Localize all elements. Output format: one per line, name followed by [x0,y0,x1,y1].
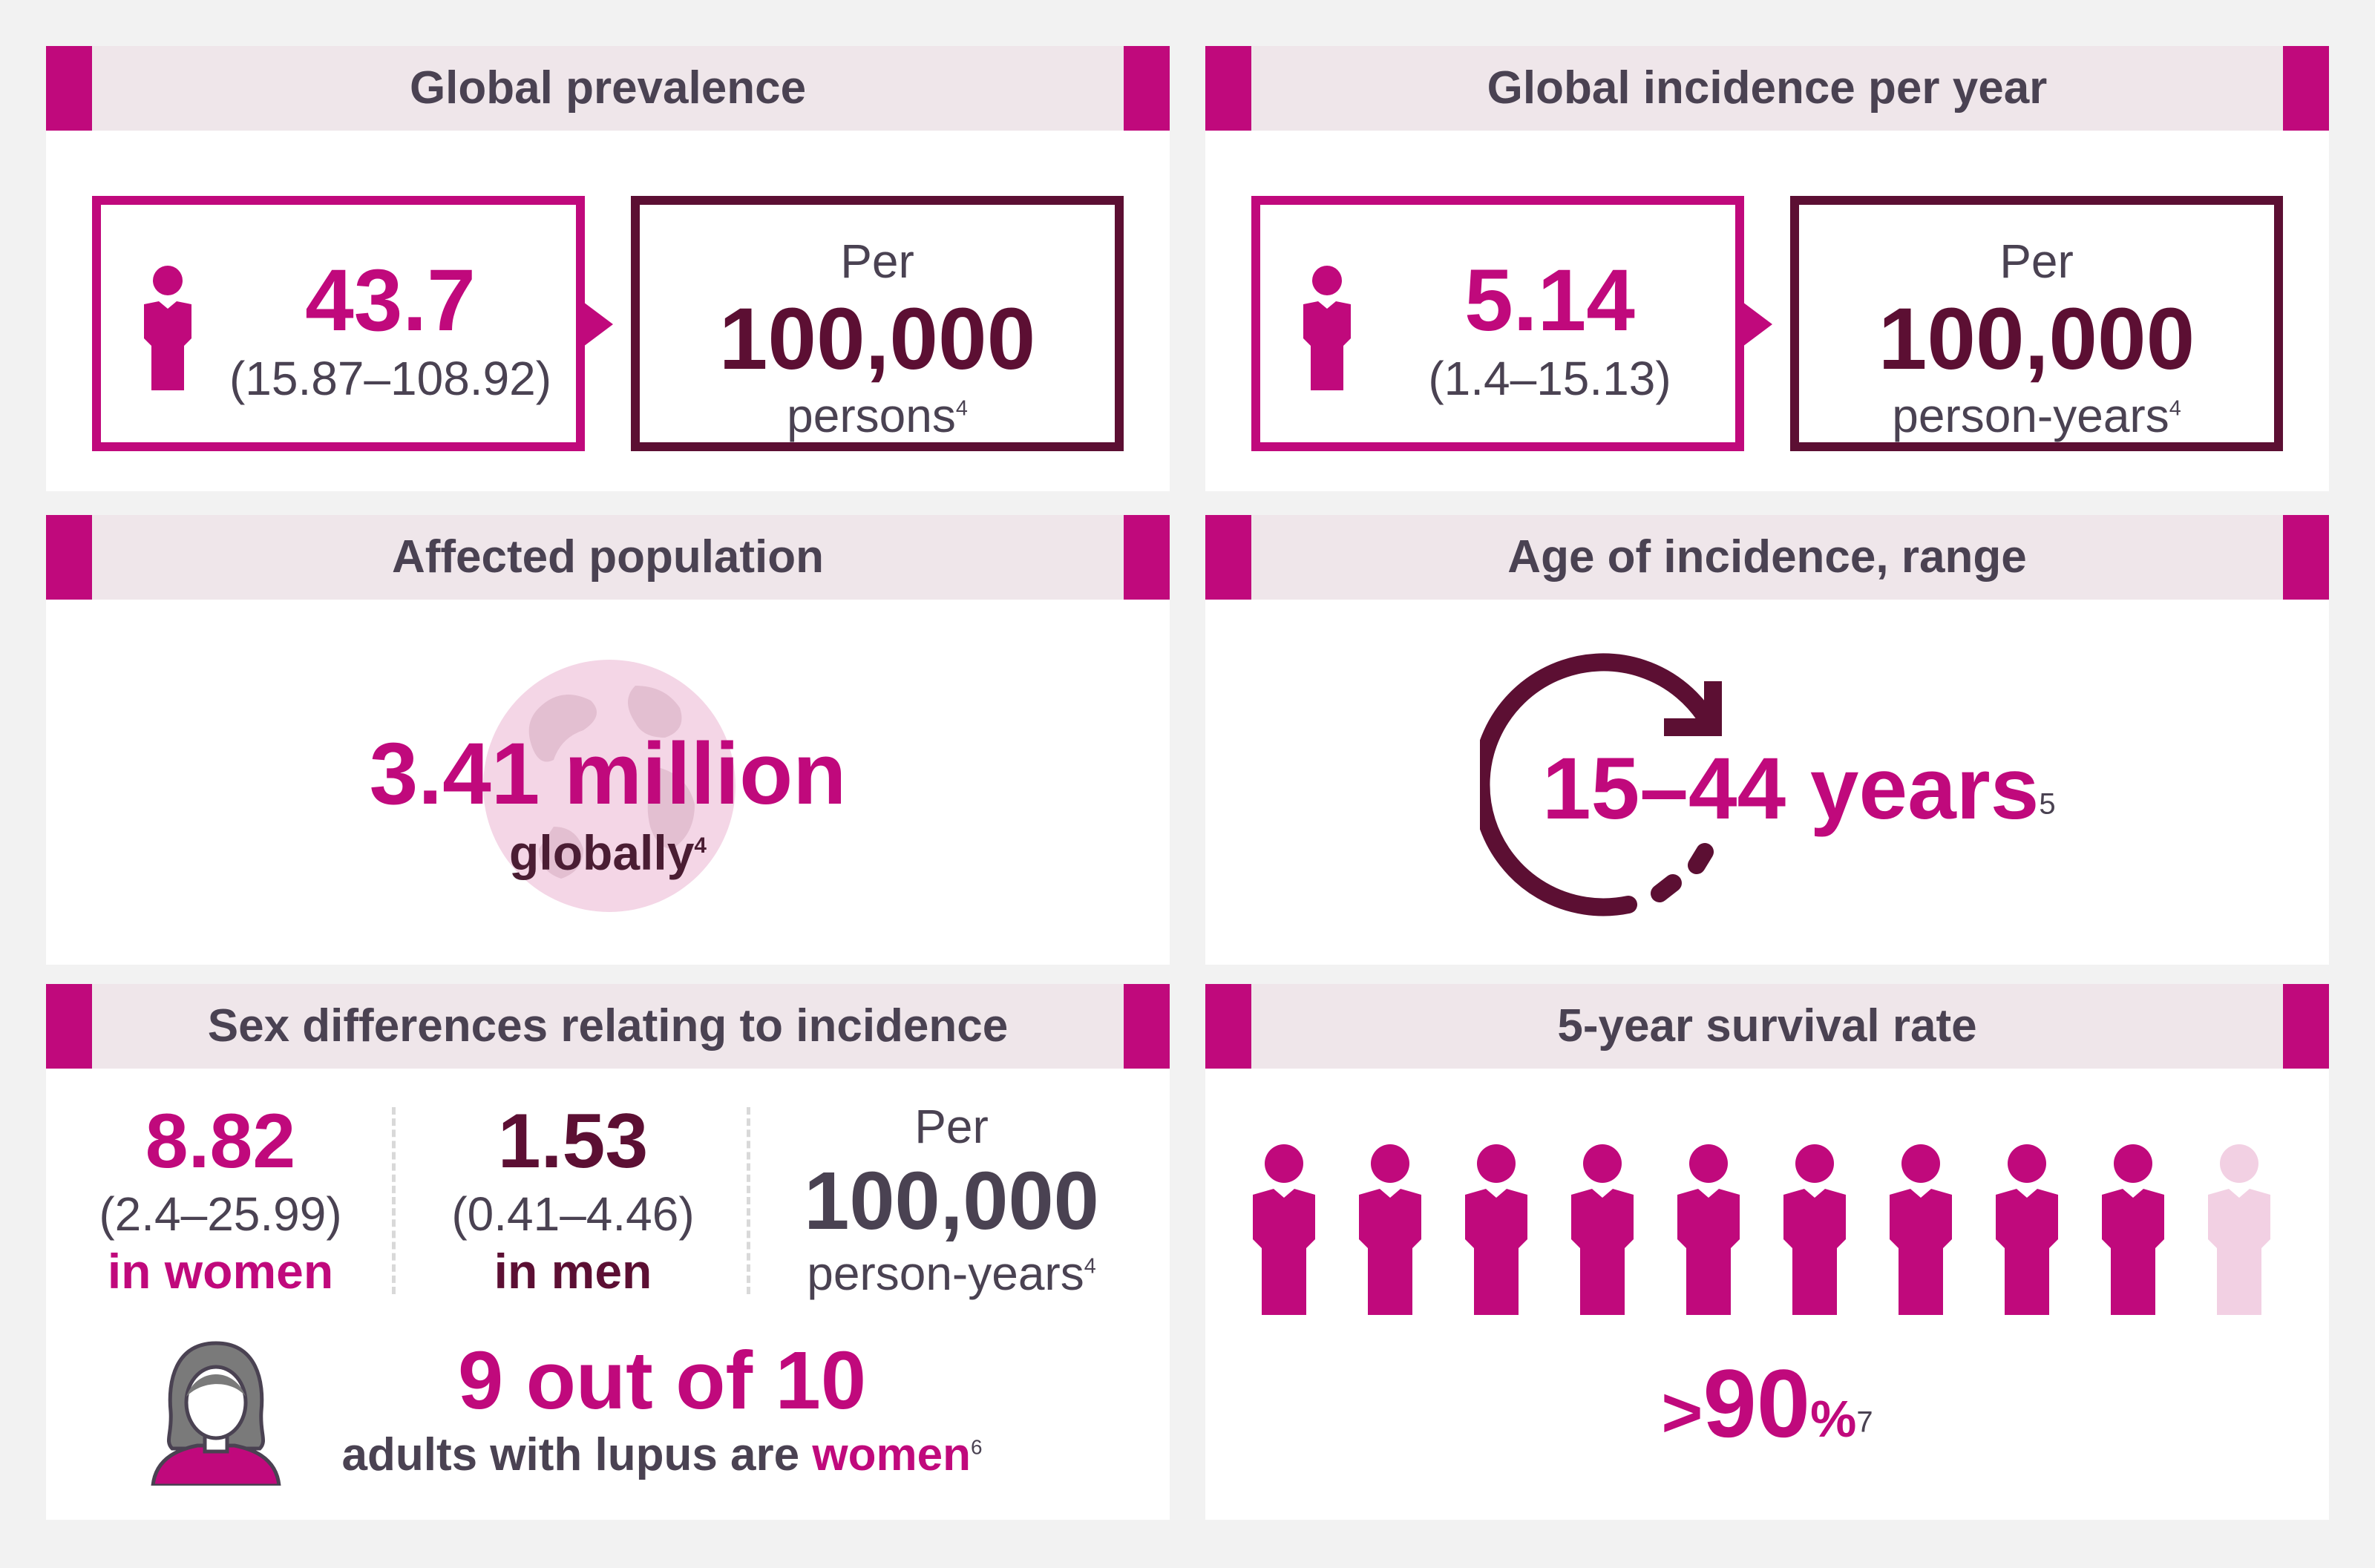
header-accent-left [46,984,92,1069]
panel-header: 5-year survival rate [1205,984,2329,1069]
person-icon-filled [1465,1144,1527,1315]
per-unit: person-years [807,1247,1084,1300]
panel-header: Global incidence per year [1205,46,2329,131]
men-value: 1.53 [497,1098,649,1184]
ratio-value: 9 out of 10 [457,1335,867,1426]
cycle-arrow-icon [1480,653,1722,916]
panel-sex-differences: Sex differences relating to incidence 8.… [46,984,1170,1520]
prevalence-value-box: 43.7 (15.87–108.92) [92,196,585,451]
ratio-emphasis: women [812,1429,971,1480]
header-accent-left [46,46,92,131]
header-accent-right [2283,515,2329,600]
woman-avatar-icon [151,1341,281,1486]
panel-global-incidence: Global incidence per year 5.14 (1.4–15.1… [1205,46,2329,491]
person-icon-filled [1359,1144,1421,1315]
per-unit: person-years [1892,389,2169,442]
person-icon-filled [1783,1144,1846,1315]
incidence-range: (1.4–15.13) [1428,352,1671,405]
reference-mark: 4 [1084,1254,1096,1279]
women-label: in women [107,1244,334,1299]
arrow-right-icon [1743,302,1772,347]
panel-title: Affected population [391,531,825,583]
panel-age-incidence: Age of incidence, range 15–44 years5 [1205,515,2329,965]
panel-header: Global prevalence [46,46,1170,131]
people-pictogram [1250,1143,2304,1321]
person-icon [1303,266,1351,390]
reference-mark: 4 [955,396,968,421]
divider [392,1107,396,1294]
person-icon [144,266,191,390]
incidence-per-box: Per 100,000 person-years4 [1790,196,2283,451]
panel-title: 5-year survival rate [1557,1000,1977,1052]
person-icon-filled [1677,1144,1740,1315]
divider [747,1107,750,1294]
reference-mark: 7 [1856,1405,1873,1439]
header-accent-left [1205,515,1251,600]
affected-sub: globally [509,825,695,880]
panel-title: Age of incidence, range [1507,531,2027,583]
header-accent-right [2283,46,2329,131]
arrow-right-icon [583,302,613,347]
panel-title: Sex differences relating to incidence [207,1000,1009,1052]
panel-header: Sex differences relating to incidence [46,984,1170,1069]
per-label: Per [1999,234,2074,288]
per-label: Per [914,1100,989,1153]
panel-global-prevalence: Global prevalence 43.7 (15.87–108.92) Pe… [46,46,1170,491]
header-accent-right [1124,984,1170,1069]
age-range-value: 15–44 years [1542,740,2040,838]
panel-affected-population: Affected population 3.41 million globall… [46,515,1170,965]
panel-title: Global incidence per year [1487,62,2048,114]
person-icon-filled [1571,1144,1634,1315]
header-accent-right [2283,984,2329,1069]
reference-mark: 4 [2169,396,2181,421]
header-accent-left [1205,984,1251,1069]
panel-header: Age of incidence, range [1205,515,2329,600]
person-icon-filled [1253,1144,1315,1315]
header-accent-right [1124,46,1170,131]
person-icon-faded [2208,1144,2270,1315]
prevalence-per-box: Per 100,000 persons4 [631,196,1124,451]
per-value: 100,000 [718,290,1036,388]
men-range: (0.41–4.46) [451,1187,695,1241]
affected-value: 3.41 million [369,725,847,823]
reference-mark: 5 [2039,787,2056,821]
reference-mark: 6 [970,1435,983,1459]
women-value: 8.82 [145,1098,296,1184]
survival-value: 90 [1703,1349,1811,1457]
panel-survival-rate: 5-year survival rate >90%7 [1205,984,2329,1520]
prevalence-value: 43.7 [305,252,476,350]
incidence-value-box: 5.14 (1.4–15.13) [1251,196,1744,451]
per-value: 100,000 [804,1155,1099,1247]
globe-icon [483,660,736,912]
per-value: 100,000 [1878,290,2195,388]
person-icon-filled [1890,1144,1952,1315]
men-label: in men [494,1244,652,1299]
per-unit: persons [787,389,956,442]
header-accent-right [1124,515,1170,600]
ratio-text: adults with lupus are [341,1429,800,1480]
survival-percent: % [1810,1390,1857,1448]
header-accent-left [1205,46,1251,131]
panel-header: Affected population [46,515,1170,600]
panel-title: Global prevalence [409,62,807,114]
header-accent-left [46,515,92,600]
survival-prefix: > [1661,1373,1703,1452]
prevalence-range: (15.87–108.92) [229,352,552,405]
reference-mark: 4 [694,833,707,858]
per-label: Per [840,234,914,288]
person-icon-filled [2102,1144,2164,1315]
incidence-value: 5.14 [1464,252,1635,350]
women-range: (2.4–25.99) [99,1187,342,1241]
person-icon-filled [1996,1144,2058,1315]
